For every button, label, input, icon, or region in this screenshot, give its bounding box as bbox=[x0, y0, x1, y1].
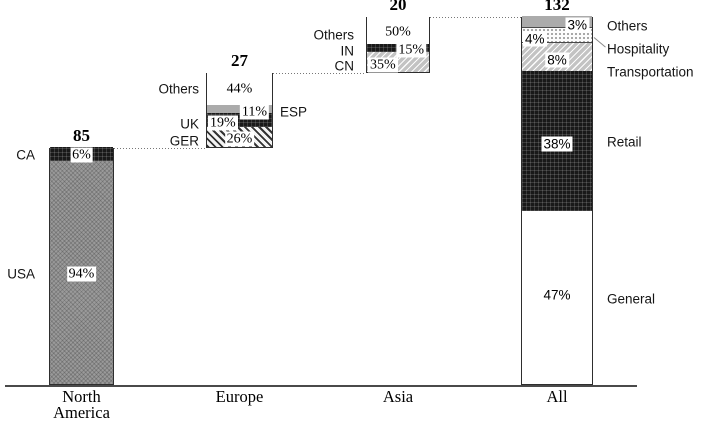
x-tick-label-north-america: North America bbox=[53, 387, 110, 422]
x-tick-label-europe: Europe bbox=[215, 387, 264, 406]
value-label-europe-ger: 26% bbox=[224, 131, 255, 147]
x-tick-label-asia: Asia bbox=[382, 387, 414, 406]
total-label-asia: 20 bbox=[389, 0, 407, 14]
callout-pointer-hospitality bbox=[593, 37, 606, 48]
value-label-asia-others: 50% bbox=[383, 24, 413, 40]
value-label-north-america-usa: 94% bbox=[66, 266, 97, 282]
value-label-asia-cn: 35% bbox=[368, 57, 398, 73]
x-tick-label-all: All bbox=[546, 387, 568, 406]
series-label-europe-uk: UK bbox=[180, 116, 199, 132]
series-label-all-retail: Retail bbox=[607, 134, 642, 150]
segment-all-retail bbox=[522, 71, 592, 212]
segment-all-others bbox=[522, 16, 592, 28]
connector-north-america-to-europe bbox=[114, 148, 206, 150]
series-label-asia-in: IN bbox=[340, 43, 355, 59]
series-label-europe-ger: GER bbox=[169, 133, 199, 149]
value-label-all-hospitality: 4% bbox=[523, 31, 547, 47]
series-label-europe-esp: ESP bbox=[280, 104, 308, 120]
series-label-north-america-usa: USA bbox=[7, 266, 35, 282]
series-label-all-general: General bbox=[607, 291, 656, 307]
series-label-asia-cn: CN bbox=[334, 58, 355, 74]
value-label-asia-in: 15% bbox=[396, 42, 426, 58]
series-label-all-transportation: Transportation bbox=[607, 64, 694, 80]
series-label-all-others: Others bbox=[607, 18, 648, 34]
series-label-all-hospitality: Hospitality bbox=[607, 41, 670, 57]
x-axis-line bbox=[5, 385, 637, 387]
value-label-all-transportation: 8% bbox=[545, 52, 569, 68]
value-label-north-america-ca: 6% bbox=[70, 147, 93, 163]
series-label-north-america-ca: CA bbox=[16, 147, 35, 163]
value-label-all-others: 3% bbox=[565, 17, 589, 33]
total-label-all: 132 bbox=[544, 0, 570, 14]
value-label-europe-esp: 11% bbox=[239, 104, 269, 120]
connector-asia-to-all bbox=[430, 17, 521, 18]
total-label-north-america: 85 bbox=[73, 126, 90, 146]
value-label-all-retail: 38% bbox=[541, 136, 573, 152]
value-label-europe-others: 44% bbox=[224, 81, 255, 97]
value-label-europe-uk: 19% bbox=[208, 115, 238, 131]
connector-europe-to-asia bbox=[273, 72, 366, 74]
series-label-europe-others: Others bbox=[158, 81, 199, 97]
value-label-all-general: 47% bbox=[541, 287, 573, 303]
total-label-europe: 27 bbox=[231, 50, 248, 70]
series-label-asia-others: Others bbox=[313, 27, 354, 43]
bar-all bbox=[521, 16, 593, 385]
segment-europe-esp bbox=[207, 104, 272, 114]
